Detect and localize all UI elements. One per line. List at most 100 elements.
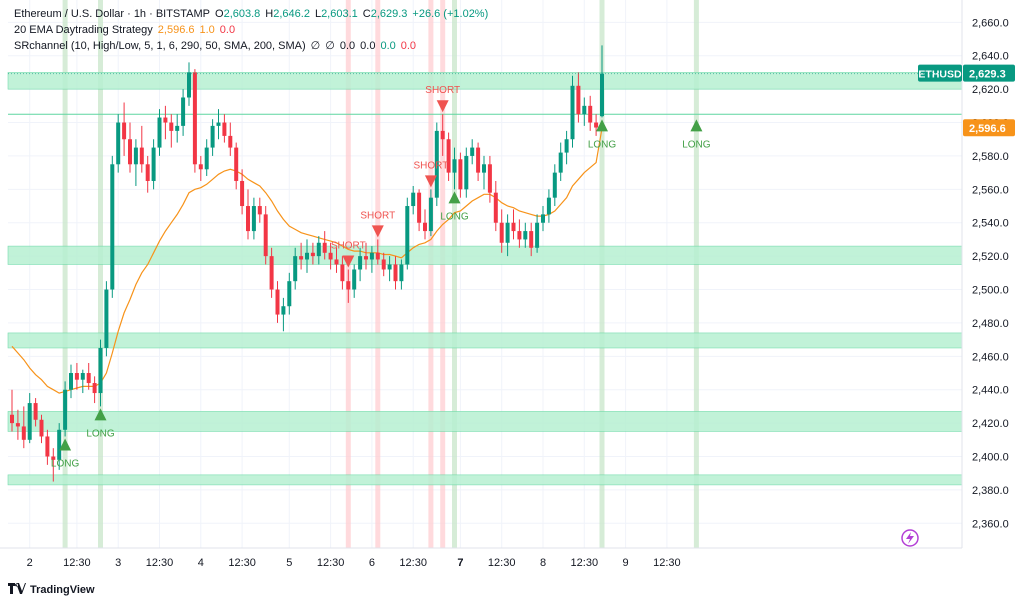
symbol-title[interactable]: Ethereum / U.S. Dollar · 1h · BITSTAMP (14, 8, 211, 20)
ohlc-close: C2,629.3 (362, 8, 408, 20)
y-tick-label: 2,540.0 (972, 218, 1009, 230)
sr-channel-zone (7, 474, 963, 486)
candle-bullish (293, 256, 298, 282)
y-tick-label: 2,380.0 (972, 485, 1009, 497)
candle-bearish (381, 259, 386, 270)
candle-bearish (576, 85, 581, 115)
ema-20-line (11, 128, 603, 394)
short-signal-marker (371, 225, 384, 238)
signal-background-long (693, 0, 699, 548)
ema-indicator-value-1: 2,596.6 (157, 24, 195, 36)
candle-bearish (51, 456, 56, 460)
candle-bullish (133, 147, 138, 165)
sr-indicator-value-3: 0.0 (339, 40, 356, 52)
long-signal-label: LONG (588, 139, 617, 150)
signal-background-long (62, 0, 68, 548)
sr-indicator-name: SRchannel (10, High/Low, 5, 1, 6, 290, 5… (14, 40, 306, 52)
x-tick-label: 12:30 (228, 557, 256, 569)
candle-bearish (529, 231, 534, 248)
candle-bearish (499, 222, 504, 243)
candle-bearish (322, 242, 327, 253)
candle-bullish (600, 73, 604, 117)
candle-bearish (122, 122, 127, 140)
short-signal-label: SHORT (425, 85, 460, 96)
candle-bearish (21, 426, 26, 440)
short-signal-marker (342, 255, 355, 268)
sr-indicator-value-1: ∅ (310, 40, 321, 52)
ohlc-high: H2,646.2 (265, 8, 310, 20)
candle-bullish (305, 252, 309, 260)
candle-bullish (582, 105, 587, 115)
ohlc-open: O2,603.8 (215, 8, 261, 20)
candle-bullish (157, 117, 162, 148)
short-signal-label: SHORT (331, 240, 366, 251)
signal-background-short (375, 0, 381, 548)
ema-indicator-value-2: 1.0 (199, 24, 215, 36)
lightning-icon (906, 532, 914, 544)
y-tick-label: 2,420.0 (972, 418, 1009, 430)
ema-indicator-row[interactable]: 20 EMA Daytrading Strategy 2,596.6 1.0 0… (14, 22, 488, 38)
ema-indicator-name: 20 EMA Daytrading Strategy (14, 24, 153, 36)
candle-bullish (80, 373, 85, 380)
x-tick-label: 5 (286, 557, 292, 569)
candle-bullish (541, 214, 545, 223)
long-signal-label: LONG (682, 139, 711, 150)
x-tick-label: 2 (27, 557, 33, 569)
x-tick-label: 12:30 (399, 557, 427, 569)
candle-bearish (487, 164, 492, 193)
candle-bullish (505, 222, 510, 243)
x-tick-label: 12:30 (488, 557, 516, 569)
sr-indicator-row[interactable]: SRchannel (10, High/Low, 5, 1, 6, 290, 5… (14, 38, 488, 54)
candle-bullish (27, 403, 32, 440)
sr-channel-zone (7, 411, 963, 432)
y-tick-label: 2,480.0 (972, 318, 1009, 330)
candle-bullish (405, 206, 410, 265)
candle-bullish (175, 125, 180, 131)
sr-indicator-value-5: 0.0 (380, 40, 396, 52)
candle-bearish (45, 436, 50, 457)
candle-bullish (110, 164, 115, 290)
candle-bullish (570, 85, 575, 140)
tradingview-brand[interactable]: TradingView (8, 583, 95, 597)
sr-channel-zone (7, 245, 963, 265)
signal-background-long (98, 0, 103, 548)
candle-bullish (464, 155, 469, 190)
candle-bearish (299, 256, 304, 260)
candle-bearish (39, 419, 44, 437)
candle-bearish (511, 222, 516, 232)
chart-legend: Ethereum / U.S. Dollar · 1h · BITSTAMP O… (14, 6, 488, 54)
sr-indicator-value-6: 0.0 (400, 40, 417, 52)
candle-bullish (63, 389, 68, 430)
signal-background-short (440, 0, 446, 548)
y-tick-label: 2,580.0 (972, 151, 1009, 163)
candle-bearish (269, 256, 274, 290)
y-tick-label: 2,520.0 (972, 251, 1009, 263)
candle-bearish (222, 122, 227, 136)
candle-bullish (564, 139, 569, 153)
candle-bullish (204, 147, 209, 170)
candle-bearish (198, 164, 203, 170)
symbol-price-tag-name-bg (918, 64, 962, 82)
candle-bearish (145, 164, 150, 181)
sr-channel-zone (7, 332, 963, 349)
candle-bullish (251, 206, 256, 232)
ema-price-tag-bg (963, 119, 1015, 137)
x-tick-label: 12:30 (146, 557, 174, 569)
candle-bullish (523, 231, 528, 240)
candle-bearish (364, 256, 368, 260)
candle-bearish (92, 383, 97, 394)
candle-bullish (151, 147, 156, 181)
symbol-price-tag-name: ETHUSD (918, 69, 962, 81)
replay-badge-icon[interactable] (901, 529, 919, 547)
candle-bearish (275, 289, 280, 315)
candle-bullish (216, 122, 221, 126)
x-tick-label: 12:30 (653, 557, 681, 569)
candle-bearish (228, 135, 233, 148)
y-tick-label: 2,560.0 (972, 184, 1009, 196)
candle-bullish (116, 122, 121, 165)
candle-bearish (440, 130, 445, 140)
candle-bullish (287, 281, 292, 307)
sr-indicator-value-2: ∅ (325, 40, 335, 52)
